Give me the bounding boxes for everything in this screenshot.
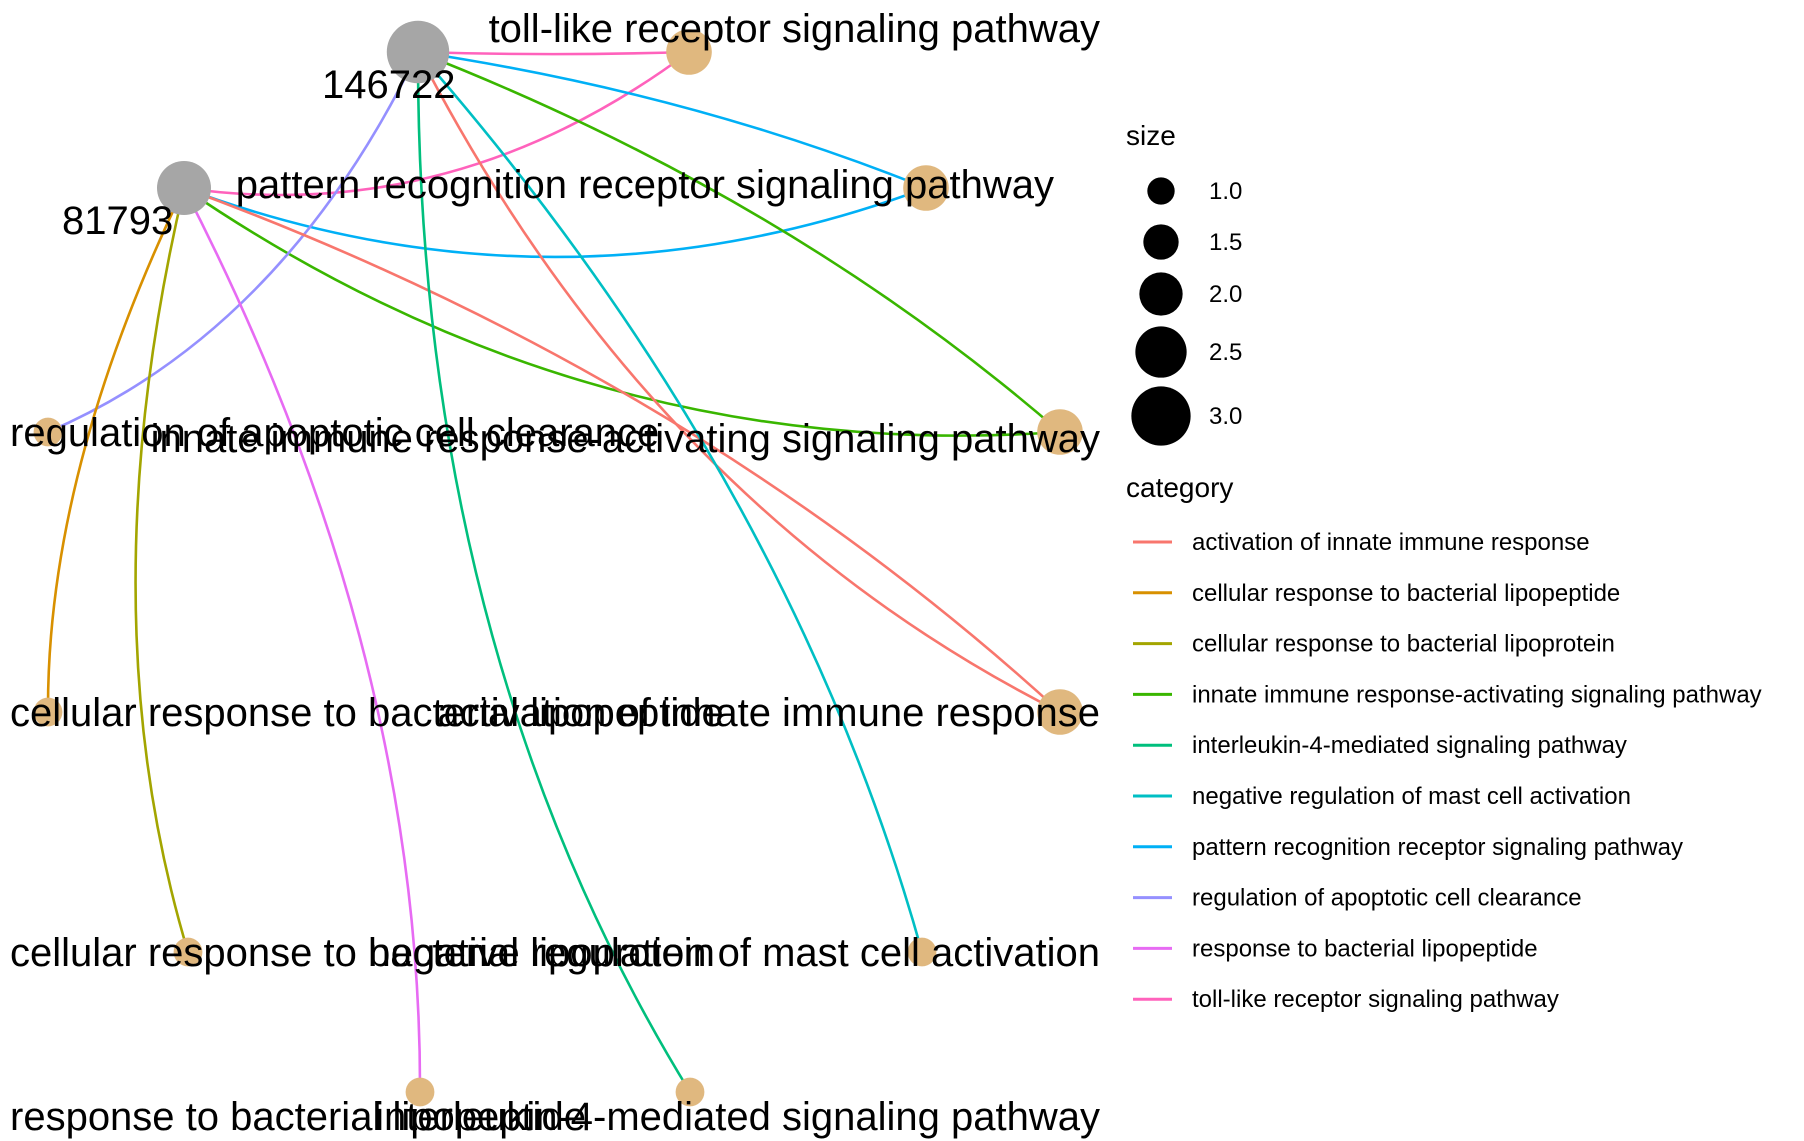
node-label-aiir: activation of innate immune response bbox=[437, 691, 1100, 735]
legend-size-key-2-0 bbox=[1139, 272, 1183, 316]
edge-81793-crblpep bbox=[46, 187, 186, 713]
node-raccl bbox=[33, 417, 63, 447]
edge-146722-nrmca bbox=[417, 51, 924, 953]
legend-category-label: response to bacterial lipopeptide bbox=[1192, 935, 1538, 962]
node-label-iirasp: innate immune response-activating signal… bbox=[151, 417, 1100, 461]
legend-category-label: toll-like receptor signaling pathway bbox=[1192, 986, 1559, 1013]
legend-size-label: 1.0 bbox=[1209, 178, 1242, 205]
legend-category-label: cellular response to bacterial lipoprote… bbox=[1192, 631, 1615, 658]
legend-size-keys: 1.0 1.5 2.0 2.5 3.0 bbox=[1131, 177, 1242, 446]
node-nrmca bbox=[907, 937, 937, 967]
edge-146722-raccl bbox=[47, 51, 420, 434]
node-layer bbox=[33, 20, 1083, 1107]
node-label-81793: 81793 bbox=[62, 199, 173, 243]
edge-81793-toll bbox=[183, 50, 690, 197]
legend-category-label: pattern recognition receptor signaling p… bbox=[1192, 834, 1683, 861]
node-iirasp bbox=[1037, 409, 1083, 455]
edge-146722-toll bbox=[417, 50, 690, 56]
legend-size-key-1-5 bbox=[1143, 224, 1179, 260]
edge-81793-prr bbox=[183, 186, 927, 259]
legend-size-label: 3.0 bbox=[1209, 403, 1242, 430]
node-crblpep bbox=[33, 697, 63, 727]
legend-category-label: activation of innate immune response bbox=[1192, 529, 1590, 556]
legend-size-label: 2.5 bbox=[1209, 339, 1242, 366]
edge-81793-aiir bbox=[183, 186, 1061, 713]
legend-size-label: 1.5 bbox=[1209, 229, 1242, 256]
node-label-crblpep: cellular response to bacterial lipopepti… bbox=[10, 691, 724, 735]
edge-81793-iirasp bbox=[183, 186, 1061, 437]
edge-layer bbox=[46, 50, 1061, 1093]
node-81793 bbox=[157, 161, 211, 215]
node-146722 bbox=[386, 20, 450, 84]
legend-category-keys: activation of innate immune response cell… bbox=[1133, 529, 1762, 1013]
node-il4 bbox=[675, 1077, 705, 1107]
edge-81793-crblpro bbox=[134, 187, 190, 953]
node-toll bbox=[666, 29, 712, 75]
node-label-146722: 146722 bbox=[322, 63, 455, 107]
node-label-raccl: regulation of apoptotic cell clearance bbox=[10, 411, 659, 455]
legend-category-label: negative regulation of mast cell activat… bbox=[1192, 783, 1631, 810]
legend-category-label: interleukin-4-mediated signaling pathway bbox=[1192, 732, 1627, 759]
legend-category-title: category bbox=[1126, 472, 1233, 503]
node-label-crblpro: cellular response to bacterial lipoprote… bbox=[10, 931, 715, 975]
edge-146722-prr bbox=[417, 50, 927, 190]
legend-category-label: regulation of apoptotic cell clearance bbox=[1192, 885, 1582, 912]
edge-146722-iirasp bbox=[417, 50, 1061, 433]
legend: size 1.0 1.5 2.0 2.5 3.0 category activation… bbox=[1126, 120, 1762, 1013]
node-label-prr: pattern recognition receptor signaling p… bbox=[236, 163, 1054, 207]
node-label-il4: interleukin-4-mediated signaling pathway bbox=[375, 1095, 1100, 1139]
legend-category-label: innate immune response-activating signal… bbox=[1192, 681, 1762, 708]
label-layer: 146722 81793 toll-like receptor signaling … bbox=[10, 7, 1100, 1139]
edge-146722-aiir bbox=[416, 51, 1061, 714]
edge-146722-il4 bbox=[416, 51, 692, 1093]
node-prr bbox=[903, 165, 949, 211]
legend-category-label: cellular response to bacterial lipopepti… bbox=[1192, 580, 1620, 607]
legend-size-key-2-5 bbox=[1135, 326, 1187, 378]
node-label-toll: toll-like receptor signaling pathway bbox=[489, 7, 1100, 51]
legend-size-key-3-0 bbox=[1131, 386, 1191, 446]
edge-81793-rblpep bbox=[182, 187, 422, 1093]
node-label-rblpep: response to bacterial lipopeptide bbox=[10, 1095, 586, 1139]
legend-size-title: size bbox=[1126, 120, 1176, 151]
node-label-nrmca: negative regulation of mast cell activat… bbox=[368, 931, 1100, 975]
node-aiir bbox=[1037, 689, 1083, 735]
node-crblpro bbox=[173, 937, 203, 967]
node-rblpep bbox=[405, 1077, 435, 1107]
legend-size-label: 2.0 bbox=[1209, 281, 1242, 308]
legend-size-key-1-0 bbox=[1147, 177, 1175, 205]
